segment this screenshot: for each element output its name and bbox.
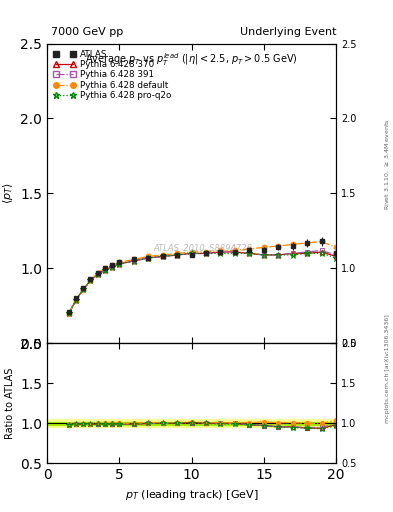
Text: Average $p_T$ vs $p_T^{lead}$ ($|\eta| < 2.5$, $p_T > 0.5$ GeV): Average $p_T$ vs $p_T^{lead}$ ($|\eta| <…	[85, 51, 298, 68]
Bar	[47, 422, 336, 425]
Bar	[47, 419, 336, 428]
Y-axis label: $\langle p_T \rangle$: $\langle p_T \rangle$	[1, 183, 15, 204]
Text: Rivet 3.1.10, $\geq$ 3.4M events: Rivet 3.1.10, $\geq$ 3.4M events	[383, 118, 391, 209]
Text: ATLAS_2010_S8894728: ATLAS_2010_S8894728	[154, 243, 253, 252]
Text: 7000 GeV pp: 7000 GeV pp	[51, 27, 123, 37]
Legend: ATLAS, Pythia 6.428 370, Pythia 6.428 391, Pythia 6.428 default, Pythia 6.428 pr: ATLAS, Pythia 6.428 370, Pythia 6.428 39…	[51, 48, 173, 102]
Text: mcplots.cern.ch [arXiv:1306.3436]: mcplots.cern.ch [arXiv:1306.3436]	[385, 314, 389, 423]
X-axis label: $p_T$ (leading track) [GeV]: $p_T$ (leading track) [GeV]	[125, 488, 259, 502]
Y-axis label: Ratio to ATLAS: Ratio to ATLAS	[5, 368, 15, 439]
Text: Underlying Event: Underlying Event	[239, 27, 336, 37]
